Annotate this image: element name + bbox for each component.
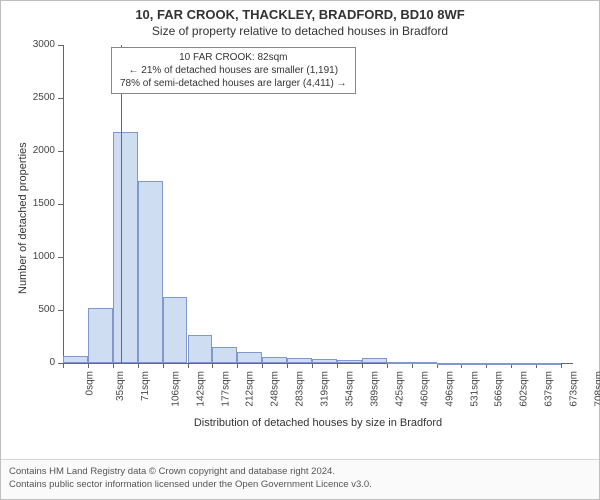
y-tick-label: 0 [15, 357, 55, 368]
x-tick-mark [237, 363, 238, 368]
histogram-bar [287, 358, 312, 363]
histogram-bar [461, 363, 486, 365]
y-tick-label: 3000 [15, 39, 55, 50]
histogram-bar [138, 181, 163, 363]
x-tick-mark [113, 363, 114, 368]
x-tick-label: 673sqm [569, 371, 580, 407]
x-tick-label: 566sqm [494, 371, 505, 407]
y-tick-mark [58, 310, 63, 311]
histogram-bar [362, 358, 387, 363]
x-tick-label: 496sqm [444, 371, 455, 407]
histogram-bar [412, 362, 437, 364]
histogram-bar [486, 363, 511, 365]
x-tick-label: 177sqm [220, 371, 231, 407]
y-tick-mark [58, 204, 63, 205]
y-axis-label: Number of detached properties [17, 142, 29, 294]
y-axis-line [63, 45, 64, 363]
x-tick-label: 708sqm [594, 371, 600, 407]
x-tick-label: 425sqm [395, 371, 406, 407]
x-tick-label: 106sqm [170, 371, 181, 407]
histogram-bar [88, 308, 113, 363]
y-tick-mark [58, 98, 63, 99]
histogram-bar [113, 132, 138, 363]
y-tick-label: 2500 [15, 92, 55, 103]
x-tick-mark [188, 363, 189, 368]
x-tick-mark [138, 363, 139, 368]
x-tick-label: 354sqm [345, 371, 356, 407]
y-tick-label: 1500 [15, 198, 55, 209]
y-tick-label: 500 [15, 304, 55, 315]
x-tick-mark [312, 363, 313, 368]
y-tick-mark [58, 45, 63, 46]
info-box-line2: ← 21% of detached houses are smaller (1,… [120, 64, 347, 77]
x-tick-label: 35sqm [115, 371, 126, 401]
y-tick-label: 1000 [15, 251, 55, 262]
chart-container: 10, FAR CROOK, THACKLEY, BRADFORD, BD10 … [0, 0, 600, 500]
histogram-bar [63, 356, 88, 363]
info-box-line3: 78% of semi-detached houses are larger (… [120, 77, 347, 90]
y-tick-label: 2000 [15, 145, 55, 156]
histogram-bar [163, 297, 188, 363]
x-tick-mark [212, 363, 213, 368]
x-tick-mark [88, 363, 89, 368]
histogram-bar [312, 359, 337, 363]
x-tick-mark [287, 363, 288, 368]
x-tick-mark [362, 363, 363, 368]
histogram-bar [511, 363, 536, 365]
info-box: 10 FAR CROOK: 82sqm ← 21% of detached ho… [111, 47, 356, 94]
x-tick-label: 319sqm [320, 371, 331, 407]
y-tick-mark [58, 257, 63, 258]
histogram-bar [536, 363, 561, 365]
x-tick-label: 142sqm [195, 371, 206, 407]
x-tick-label: 212sqm [245, 371, 256, 407]
x-tick-label: 637sqm [544, 371, 555, 407]
histogram-bar [387, 362, 412, 364]
x-axis-label: Distribution of detached houses by size … [63, 417, 573, 429]
x-tick-label: 71sqm [140, 371, 151, 401]
footer: Contains HM Land Registry data © Crown c… [1, 459, 599, 499]
x-tick-label: 389sqm [369, 371, 380, 407]
x-tick-mark [163, 363, 164, 368]
x-tick-label: 283sqm [295, 371, 306, 407]
x-tick-mark [262, 363, 263, 368]
x-tick-label: 0sqm [84, 371, 95, 395]
x-tick-label: 460sqm [419, 371, 430, 407]
x-tick-mark [337, 363, 338, 368]
info-box-line1: 10 FAR CROOK: 82sqm [120, 51, 347, 64]
histogram-bar [337, 360, 362, 363]
x-tick-label: 602sqm [519, 371, 530, 407]
x-tick-mark [63, 363, 64, 368]
title-main: 10, FAR CROOK, THACKLEY, BRADFORD, BD10 … [1, 1, 599, 22]
histogram-bar [262, 357, 287, 363]
histogram-bar [212, 347, 237, 363]
title-sub: Size of property relative to detached ho… [1, 22, 599, 42]
y-tick-mark [58, 151, 63, 152]
histogram-bar [437, 363, 462, 365]
footer-line2: Contains public sector information licen… [9, 479, 591, 491]
x-tick-mark [561, 363, 562, 368]
histogram-bar [188, 335, 213, 363]
histogram-bar [237, 352, 262, 363]
x-tick-label: 531sqm [469, 371, 480, 407]
x-tick-label: 248sqm [270, 371, 281, 407]
footer-line1: Contains HM Land Registry data © Crown c… [9, 466, 591, 478]
